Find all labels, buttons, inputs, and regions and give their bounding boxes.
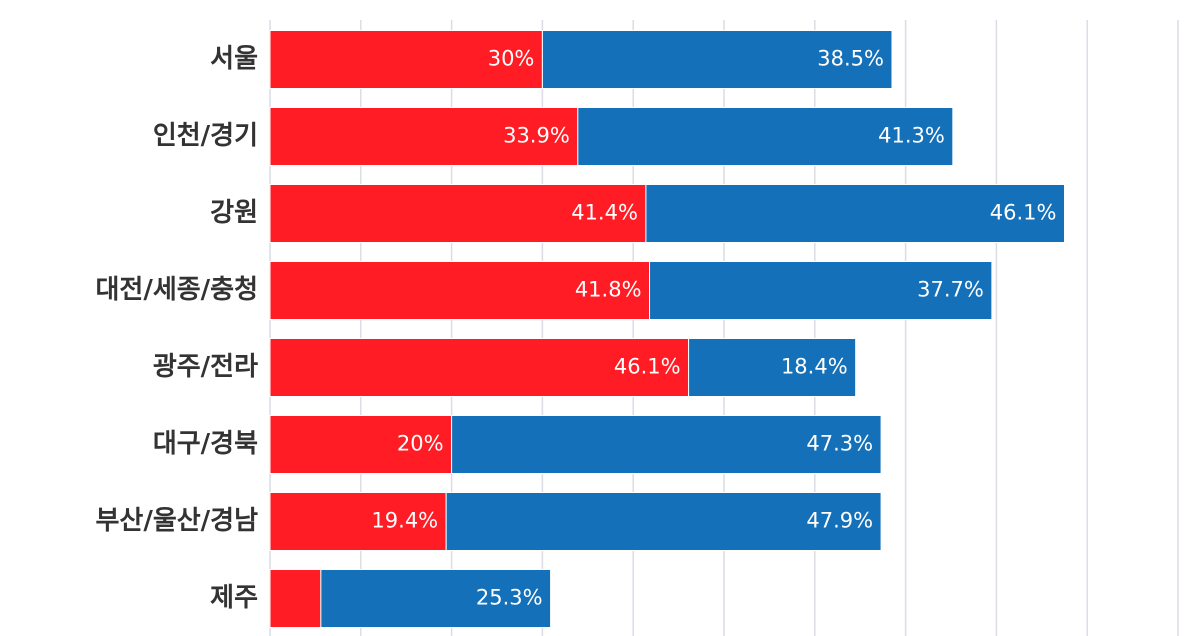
bar-segment — [541, 30, 893, 89]
value-label: 41.3% — [878, 124, 945, 148]
value-label: 30% — [488, 47, 535, 71]
bar-segment — [577, 107, 954, 166]
bar-segment — [688, 338, 857, 397]
category-label: 부산/울산/경남 — [95, 506, 258, 536]
value-label: 33.9% — [503, 124, 570, 148]
bar-segment — [445, 492, 882, 551]
value-label: 20% — [397, 432, 444, 456]
bar-segment — [269, 30, 543, 89]
bar-segment — [645, 184, 1065, 243]
value-label: 46.1% — [614, 355, 681, 379]
category-label: 대구/경북 — [153, 429, 258, 459]
bar-segment — [269, 492, 447, 551]
value-label: 18.4% — [781, 355, 848, 379]
category-label: 제주 — [210, 583, 258, 613]
bar-segment — [269, 107, 579, 166]
category-label: 대전/세종/충청 — [95, 275, 258, 305]
bar-segment — [269, 338, 690, 397]
value-label: 19.4% — [371, 509, 438, 533]
category-label: 서울 — [210, 44, 258, 74]
bar-segment — [649, 261, 993, 320]
category-label: 광주/전라 — [153, 352, 258, 382]
category-label: 강원 — [210, 198, 258, 228]
value-label: 46.1% — [990, 201, 1057, 225]
value-label: 47.3% — [806, 432, 873, 456]
bar-segment — [269, 184, 647, 243]
bar-segment — [269, 261, 651, 320]
bar-segment — [451, 415, 882, 474]
category-label: 인천/경기 — [153, 121, 258, 151]
value-label: 47.9% — [806, 509, 873, 533]
value-label: 25.3% — [476, 586, 543, 610]
value-label: 37.7% — [917, 278, 984, 302]
value-label: 41.4% — [571, 201, 638, 225]
bar-segment — [269, 569, 322, 628]
bar-segment — [320, 569, 552, 628]
bar-segment — [269, 415, 453, 474]
value-label: 41.8% — [575, 278, 642, 302]
value-label: 38.5% — [817, 47, 884, 71]
